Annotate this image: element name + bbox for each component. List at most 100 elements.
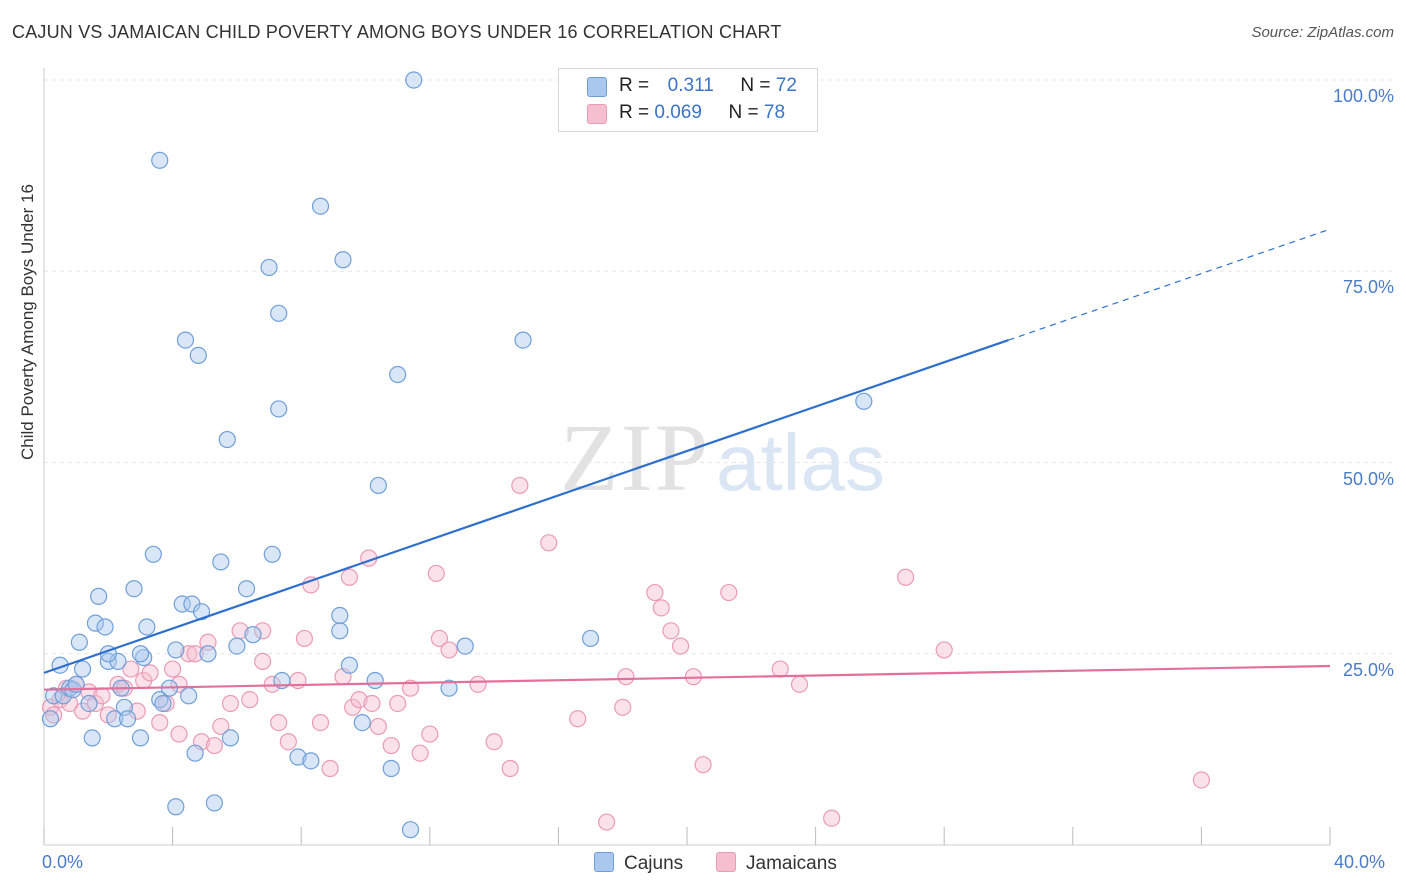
legend-swatch-jamaican — [587, 104, 607, 124]
jamaican-point-59 — [617, 668, 635, 686]
correlation-legend: R = 0.311 N = 72 R = 0.069 N = 78 — [558, 68, 818, 132]
jamaican-point-30 — [254, 652, 272, 671]
cajun-point-44 — [340, 656, 359, 674]
cajun-point-58 — [260, 258, 278, 277]
jamaican-point-63 — [671, 637, 690, 655]
bottom-legend-cajun: Cajuns — [594, 852, 683, 875]
bottom-legend-label-cajun: Cajuns — [624, 853, 684, 874]
jamaican-point-32 — [270, 713, 288, 732]
points-layer — [41, 71, 1211, 839]
cajun-point-41 — [289, 748, 307, 766]
y-tick-label-1: 50.0% — [1342, 468, 1394, 489]
x-tick-label-min: 0.0% — [42, 852, 84, 872]
jamaican-point-74 — [363, 694, 381, 713]
cajun-point-24 — [154, 694, 172, 713]
cajun-point-54 — [176, 331, 195, 349]
jamaican-point-16 — [141, 664, 159, 682]
y-tick-label-2: 75.0% — [1342, 277, 1394, 298]
cajun-point-64 — [369, 476, 387, 495]
y-tick-label-0: 25.0% — [1342, 659, 1394, 680]
cajun-point-55 — [189, 346, 207, 364]
jamaican-point-72 — [1192, 771, 1211, 789]
jamaican-point-43 — [369, 717, 387, 736]
jamaican-point-48 — [421, 725, 439, 743]
jamaican-point-60 — [646, 583, 664, 602]
cajun-point-48 — [401, 821, 420, 839]
jamaican-point-38 — [321, 759, 339, 778]
cajun-point-49 — [440, 679, 458, 697]
cajun-point-33 — [212, 553, 230, 571]
legend-cajun-r-label: R = — [619, 75, 650, 96]
jamaican-point-61 — [652, 599, 670, 617]
jamaican-point-69 — [823, 809, 841, 827]
cajun-point-17 — [118, 710, 137, 728]
jamaican-point-27 — [221, 694, 240, 713]
cajun-point-69 — [167, 798, 185, 816]
cajun-point-6 — [73, 660, 92, 678]
cajun-point-35 — [228, 637, 246, 655]
legend-cajun-r-value: 0.311 — [667, 75, 714, 96]
cajun-point-27 — [173, 595, 191, 613]
cajun-trendline — [43, 339, 1009, 674]
jamaican-point-25 — [205, 736, 223, 755]
cajun-point-19 — [131, 729, 150, 747]
bottom-legend-swatch-jamaican — [716, 852, 736, 872]
watermark-atlas: atlas — [716, 418, 885, 507]
jamaican-point-75 — [427, 564, 445, 583]
jamaican-point-20 — [170, 725, 188, 743]
jamaican-point-62 — [662, 622, 680, 640]
jamaican-point-22 — [186, 645, 204, 663]
cajun-point-56 — [218, 430, 236, 449]
source-credit: Source: ZipAtlas.com — [1251, 24, 1394, 41]
jamaican-point-50 — [440, 641, 458, 659]
jamaican-point-35 — [295, 629, 314, 648]
jamaican-point-70 — [897, 568, 915, 586]
cajun-point-46 — [366, 671, 384, 690]
cajun-point-39 — [270, 400, 288, 418]
jamaican-point-19 — [164, 660, 182, 678]
legend-cajun-n-label: N = — [740, 75, 771, 96]
bottom-legend-jamaican: Jamaicans — [716, 852, 837, 875]
cajun-point-7 — [80, 694, 98, 713]
cajun-point-10 — [90, 587, 108, 605]
cajun-point-21 — [138, 618, 156, 636]
jamaican-point-36 — [302, 576, 320, 594]
jamaican-point-55 — [540, 534, 558, 552]
jamaican-point-56 — [569, 710, 587, 728]
legend-jamaican-n-value: 78 — [763, 102, 786, 123]
cajun-point-61 — [389, 365, 407, 384]
cajun-point-45 — [353, 713, 371, 732]
jamaican-point-52 — [485, 733, 503, 751]
jamaican-point-46 — [401, 679, 420, 697]
bottom-legend-swatch-cajun — [594, 852, 614, 872]
jamaican-point-44 — [382, 736, 400, 755]
jamaican-point-68 — [790, 675, 809, 693]
jamaican-point-71 — [935, 641, 953, 659]
cajun-point-57 — [270, 304, 288, 322]
jamaican-point-76 — [254, 622, 272, 640]
cajun-point-9 — [86, 614, 105, 632]
cajun-point-50 — [456, 637, 474, 655]
jamaican-point-47 — [411, 744, 429, 762]
cajun-point-71 — [131, 645, 150, 663]
jamaican-point-49 — [430, 629, 449, 648]
legend-jamaican-r-label: R = — [619, 102, 650, 123]
jamaican-point-26 — [212, 717, 230, 736]
jamaican-point-58 — [614, 698, 632, 716]
cajun-point-18 — [125, 580, 143, 598]
y-tick-label-3: 100.0% — [1332, 86, 1394, 106]
cajun-point-43 — [331, 622, 349, 640]
trend-layer — [43, 228, 1331, 691]
legend-swatch-cajun — [587, 77, 607, 97]
legend-jamaican-n-label: N = — [728, 102, 759, 123]
bottom-legend-label-jamaican: Jamaicans — [746, 853, 837, 874]
cajun-point-63 — [151, 151, 169, 169]
jamaican-point-33 — [279, 733, 297, 751]
watermark-zip: ZIP — [560, 404, 710, 511]
cajun-point-0 — [45, 687, 63, 705]
cajun-point-31 — [199, 645, 217, 663]
cajun-point-37 — [244, 626, 262, 644]
cajun-point-65 — [331, 606, 349, 625]
jamaican-point-73 — [340, 568, 359, 586]
